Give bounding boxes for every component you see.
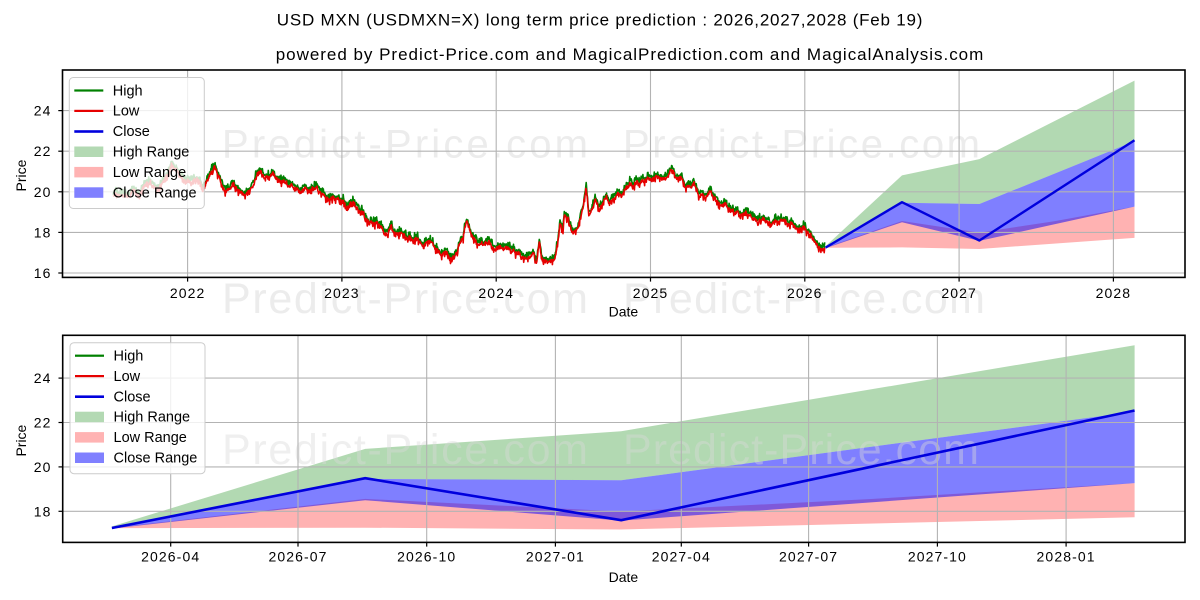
svg-text:20: 20 bbox=[34, 184, 52, 200]
svg-text:High: High bbox=[113, 83, 143, 99]
svg-text:2028-01: 2028-01 bbox=[1037, 549, 1096, 565]
svg-text:High Range: High Range bbox=[113, 145, 190, 161]
svg-text:18: 18 bbox=[34, 503, 52, 519]
svg-text:Close Range: Close Range bbox=[114, 451, 198, 467]
svg-text:2026-10: 2026-10 bbox=[397, 549, 456, 565]
svg-text:2025: 2025 bbox=[633, 285, 669, 301]
svg-text:24: 24 bbox=[34, 370, 52, 386]
svg-text:Low: Low bbox=[114, 369, 141, 385]
svg-text:18: 18 bbox=[34, 224, 52, 240]
svg-text:2024: 2024 bbox=[478, 285, 514, 301]
svg-text:Close: Close bbox=[113, 124, 150, 140]
svg-text:24: 24 bbox=[34, 103, 52, 119]
svg-text:2027-10: 2027-10 bbox=[908, 549, 967, 565]
svg-text:2026-07: 2026-07 bbox=[268, 549, 327, 565]
svg-text:High: High bbox=[114, 349, 144, 365]
svg-text:16: 16 bbox=[34, 265, 52, 281]
svg-text:Predict-Price.com: Predict-Price.com bbox=[623, 123, 980, 167]
svg-text:2026-04: 2026-04 bbox=[141, 549, 200, 565]
svg-text:2027: 2027 bbox=[941, 285, 977, 301]
svg-text:Price: Price bbox=[13, 424, 29, 456]
svg-text:Low: Low bbox=[113, 104, 140, 120]
svg-text:USD MXN (USDMXN=X) long term p: USD MXN (USDMXN=X) long term price predi… bbox=[277, 10, 923, 29]
svg-text:2022: 2022 bbox=[170, 285, 206, 301]
svg-text:20: 20 bbox=[34, 459, 52, 475]
svg-text:High Range: High Range bbox=[114, 410, 191, 426]
svg-text:2027-07: 2027-07 bbox=[779, 549, 838, 565]
svg-text:Date: Date bbox=[609, 569, 639, 585]
svg-text:2026: 2026 bbox=[787, 285, 823, 301]
svg-text:Low Range: Low Range bbox=[114, 430, 187, 446]
svg-text:powered by Predict-Price.com a: powered by Predict-Price.com and Magical… bbox=[276, 45, 985, 64]
svg-text:Predict-Price.com: Predict-Price.com bbox=[623, 275, 985, 323]
svg-text:Predict-Price.com: Predict-Price.com bbox=[222, 426, 588, 474]
svg-text:22: 22 bbox=[34, 143, 52, 159]
svg-text:2027-01: 2027-01 bbox=[526, 549, 585, 565]
svg-text:2028: 2028 bbox=[1096, 285, 1132, 301]
svg-text:Close: Close bbox=[114, 389, 151, 405]
svg-text:Predict-Price.com: Predict-Price.com bbox=[222, 123, 588, 167]
svg-text:2023: 2023 bbox=[324, 285, 360, 301]
svg-text:Date: Date bbox=[609, 304, 639, 320]
svg-text:Predict-Price.com: Predict-Price.com bbox=[623, 426, 979, 474]
svg-text:Price: Price bbox=[13, 159, 29, 191]
svg-text:Close Range: Close Range bbox=[113, 185, 197, 201]
svg-text:2027-04: 2027-04 bbox=[652, 549, 711, 565]
svg-text:Low Range: Low Range bbox=[113, 165, 186, 181]
svg-text:22: 22 bbox=[34, 415, 52, 431]
svg-text:Predict-Price.com: Predict-Price.com bbox=[222, 275, 588, 323]
